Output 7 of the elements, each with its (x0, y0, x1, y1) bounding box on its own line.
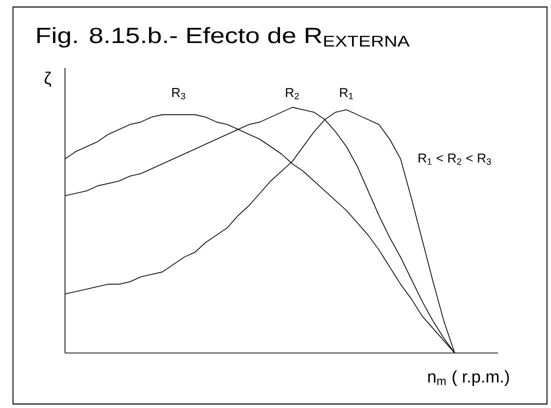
annotation: R$_{1}$ < R$_{2}$ < R$_{3}$ (418, 154, 491, 165)
series-label: R$_{3}$ (172, 88, 186, 100)
series-label: R$_{1}$ (340, 88, 353, 100)
x-axis-title: n$_{m}$ ( r.p.m.) (428, 370, 509, 386)
series-label: R$_{2}$ (286, 88, 299, 100)
y-axis-title: ζ (44, 72, 52, 87)
chart-title: Fig. 8.15.b.- Efecto de R$_{EXTERNA}$ (37, 27, 410, 48)
